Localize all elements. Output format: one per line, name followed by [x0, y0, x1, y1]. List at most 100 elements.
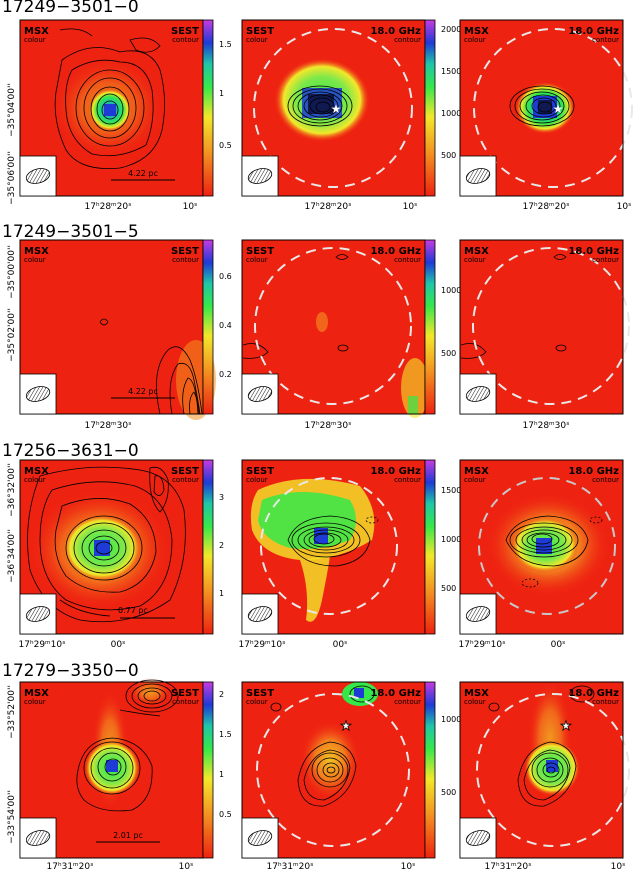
contour-sub-label: contour: [592, 256, 619, 264]
contour-sub-label: contour: [394, 256, 421, 264]
y-tick-label: −36°34'00'': [7, 529, 17, 583]
colorbar-tick: 1500: [441, 67, 461, 76]
colour-sub-label: colour: [246, 256, 268, 264]
colorbar: 1500 1000 500: [424, 459, 461, 635]
contour-source-label: SEST: [171, 246, 199, 257]
colorbar-tick: 2: [219, 541, 224, 550]
colorbar-tick: 500: [441, 349, 456, 358]
colour-source-label: MSX: [464, 246, 489, 257]
colorbar: 0.6 0.4 0.2: [202, 239, 232, 415]
contour-sub-label: contour: [172, 698, 199, 706]
y-tick-label: −35°04'00'': [7, 83, 17, 137]
colour-source-label: MSX: [24, 26, 49, 37]
colorbar-tick: 1000: [441, 109, 461, 118]
contour-source-label: 18.0 GHz: [370, 26, 421, 37]
colorbar-tick: 0.4: [219, 321, 232, 330]
contour-source-label: SEST: [171, 26, 199, 37]
colorbar-tick: 1.5: [219, 730, 232, 739]
colorbar-tick: 1: [219, 89, 224, 98]
y-tick-label: −33°54'00'': [7, 790, 17, 844]
colorbar-tick: 2: [219, 690, 224, 699]
map-panel-sest-18ghz: SEST colour 18.0 GHz contour 17ʰ29ᵐ10ˢ 0…: [239, 459, 426, 650]
x-tick-label: 17ʰ28ᵐ20ˢ: [85, 202, 132, 212]
contour-source-label: 18.0 GHz: [370, 466, 421, 477]
colour-source-label: SEST: [246, 246, 274, 257]
colour-source-label: MSX: [464, 26, 489, 37]
colour-sub-label: colour: [464, 698, 486, 706]
contour-sub-label: contour: [172, 256, 199, 264]
x-tick-label: 17ʰ28ᵐ20ˢ: [305, 202, 352, 212]
colorbar-tick: 3: [219, 493, 224, 502]
map-panel-msx-18ghz: ★ MSX colour 18.0 GHz contour 17ʰ28ᵐ20ˢ …: [459, 19, 633, 212]
x-tick-label: 10ˢ: [617, 202, 632, 212]
contour-source-label: 18.0 GHz: [370, 246, 421, 257]
source-title: 17249−3501−5: [2, 222, 139, 242]
map-panel-msx-18ghz: MSX colour 18.0 GHz contour 17ʰ28ᵐ30ˢ: [459, 239, 630, 431]
contour-source-label: 18.0 GHz: [568, 246, 619, 257]
colorbar: 1000 500: [424, 239, 461, 415]
colour-sub-label: colour: [24, 256, 46, 264]
colour-source-label: MSX: [464, 466, 489, 477]
contour-sub-label: contour: [394, 698, 421, 706]
x-tick-label: 10ˢ: [401, 862, 416, 872]
colour-source-label: SEST: [246, 26, 274, 37]
contour-sub-label: contour: [172, 36, 199, 44]
source-title: 17256−3631−0: [2, 441, 139, 461]
map-panel-msx-sest: 0.77 pc MSX colour SEST contour 17ʰ29ᵐ10…: [19, 459, 204, 650]
colour-sub-label: colour: [246, 36, 268, 44]
x-tick-label: 17ʰ31ᵐ20ˢ: [485, 862, 532, 872]
source-title: 17279−3350−0: [2, 661, 139, 681]
scale-bar-label: 4.22 pc: [128, 169, 158, 178]
colorbar-tick: 500: [441, 584, 456, 593]
row-3: 17256−3631−0 −36°32'00'' −36°34'00'': [2, 441, 624, 650]
x-tick-label: 00ˢ: [111, 640, 126, 650]
colour-sub-label: colour: [246, 476, 268, 484]
x-tick-label: 17ʰ31ᵐ20ˢ: [47, 862, 94, 872]
x-tick-label: 17ʰ29ᵐ10ˢ: [239, 640, 286, 650]
map-panel-msx-sest: 4.22 pc MSX colour SEST contour 17ʰ28ᵐ20…: [19, 19, 204, 212]
contour-sub-label: contour: [592, 698, 619, 706]
colorbar: 2 1.5 1 0.5: [202, 681, 232, 859]
row-1: 17249−3501−0 −35°04'00'' −35°06'00'': [2, 0, 633, 212]
x-tick-label: 17ʰ29ᵐ10ˢ: [459, 640, 506, 650]
colour-source-label: MSX: [24, 246, 49, 257]
svg-text:★: ★: [331, 102, 342, 116]
x-tick-label: 10ˢ: [611, 862, 626, 872]
contour-sub-label: contour: [592, 476, 619, 484]
colorbar-tick: 1: [219, 589, 224, 598]
colorbar-tick: 1: [219, 770, 224, 779]
colour-sub-label: colour: [246, 698, 268, 706]
scale-bar-label: 2.01 pc: [113, 831, 143, 840]
contour-sub-label: contour: [592, 36, 619, 44]
colour-source-label: MSX: [464, 688, 489, 699]
colorbar-tick: 500: [441, 151, 456, 160]
colour-sub-label: colour: [464, 256, 486, 264]
colour-sub-label: colour: [24, 476, 46, 484]
svg-text:★: ★: [553, 102, 564, 116]
y-tick-label: −35°06'00'': [7, 151, 17, 205]
colorbar-tick: 1000: [441, 286, 461, 295]
colorbar-tick: 1.5: [219, 40, 232, 49]
colorbar-tick: 1000: [441, 535, 461, 544]
contour-source-label: 18.0 GHz: [568, 26, 619, 37]
map-panel-msx-18ghz: ★ MSX colour 18.0 GHz contour 17ʰ31ᵐ20ˢ …: [459, 680, 630, 872]
row-2: 17249−3501−5 −35°00'00'' −35°02'00'' 4.2…: [2, 222, 630, 431]
colour-source-label: MSX: [24, 688, 49, 699]
contour-source-label: 18.0 GHz: [568, 688, 619, 699]
x-tick-label: 17ʰ28ᵐ30ˢ: [523, 421, 570, 431]
svg-text:★: ★: [560, 719, 572, 734]
y-tick-label: −35°02'00'': [7, 308, 17, 362]
colorbar-tick: 500: [441, 788, 456, 797]
map-panel-msx-sest: 2.01 pc MSX colour SEST contour 17ʰ31ᵐ20…: [19, 678, 204, 872]
scale-bar-label: 4.22 pc: [128, 387, 158, 396]
x-tick-label: 17ʰ28ᵐ30ˢ: [85, 421, 132, 431]
colorbar-tick: 0.5: [219, 810, 232, 819]
contour-source-label: 18.0 GHz: [568, 466, 619, 477]
colour-sub-label: colour: [464, 36, 486, 44]
colour-source-label: SEST: [246, 466, 274, 477]
scale-bar-label: 0.77 pc: [118, 606, 148, 615]
contour-source-label: 18.0 GHz: [370, 688, 421, 699]
map-panel-msx-18ghz: MSX colour 18.0 GHz contour 17ʰ29ᵐ10ˢ 00…: [459, 459, 624, 650]
contour-source-label: SEST: [171, 688, 199, 699]
colorbar-tick: 0.2: [219, 370, 232, 379]
